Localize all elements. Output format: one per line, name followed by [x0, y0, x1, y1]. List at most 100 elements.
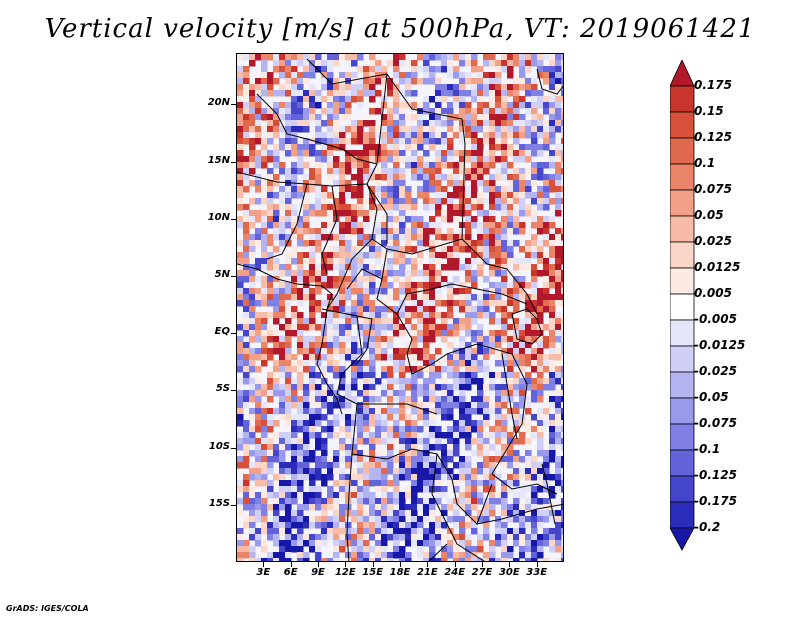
- field-cell: [237, 192, 244, 199]
- colorbar-box: [670, 397, 695, 425]
- field-cell: [267, 156, 274, 163]
- field-cell: [507, 228, 514, 235]
- field-cell: [387, 204, 394, 211]
- field-cell: [315, 300, 322, 307]
- field-cell: [387, 270, 394, 277]
- field-cell: [423, 168, 430, 175]
- field-cell: [351, 510, 358, 517]
- field-cell: [519, 264, 526, 271]
- field-cell: [261, 408, 268, 415]
- field-cell: [543, 282, 550, 289]
- field-cell: [387, 258, 394, 265]
- field-cell: [459, 396, 466, 403]
- field-cell: [483, 258, 490, 265]
- field-cell: [357, 204, 364, 211]
- field-cell: [519, 54, 526, 61]
- field-cell: [495, 306, 502, 313]
- field-cell: [495, 144, 502, 151]
- field-cell: [471, 306, 478, 313]
- field-cell: [501, 264, 508, 271]
- field-cell: [375, 420, 382, 427]
- field-cell: [267, 108, 274, 115]
- field-cell: [393, 216, 400, 223]
- field-cell: [555, 432, 562, 439]
- field-cell: [237, 126, 244, 133]
- field-cell: [279, 450, 286, 457]
- field-cell: [549, 474, 556, 481]
- field-cell: [375, 222, 382, 229]
- field-cell: [429, 480, 436, 487]
- field-cell: [351, 288, 358, 295]
- field-cell: [303, 360, 310, 367]
- field-cell: [327, 354, 334, 361]
- field-cell: [279, 60, 286, 67]
- field-cell: [435, 498, 442, 505]
- field-cell: [393, 192, 400, 199]
- field-cell: [501, 438, 508, 445]
- field-cell: [537, 342, 544, 349]
- field-cell: [423, 162, 430, 169]
- field-cell: [345, 426, 352, 433]
- field-cell: [549, 276, 556, 283]
- field-cell: [369, 138, 376, 145]
- field-cell: [483, 450, 490, 457]
- field-cell: [495, 222, 502, 229]
- field-cell: [447, 258, 454, 265]
- field-cell: [525, 420, 532, 427]
- field-cell: [291, 306, 298, 313]
- field-cell: [423, 120, 430, 127]
- field-cell: [513, 336, 520, 343]
- field-cell: [303, 498, 310, 505]
- field-cell: [393, 144, 400, 151]
- colorbar-lower-arrow: [670, 527, 695, 551]
- field-cell: [321, 66, 328, 73]
- field-cell: [399, 492, 406, 499]
- field-cell: [465, 258, 472, 265]
- field-cell: [237, 414, 244, 421]
- field-cell: [417, 474, 424, 481]
- field-cell: [381, 498, 388, 505]
- lon-tick-label: 6E: [283, 567, 298, 578]
- field-cell: [399, 246, 406, 253]
- field-cell: [393, 540, 400, 547]
- colorbar-box: [670, 85, 695, 113]
- field-cell: [237, 252, 244, 259]
- field-cell: [339, 144, 346, 151]
- field-cell: [411, 132, 418, 139]
- field-cell: [315, 162, 322, 169]
- field-cell: [351, 282, 358, 289]
- field-cell: [489, 264, 496, 271]
- field-cell: [537, 468, 544, 475]
- field-cell: [417, 306, 424, 313]
- field-cell: [363, 288, 370, 295]
- field-cell: [405, 258, 412, 265]
- field-cell: [435, 330, 442, 337]
- field-cell: [363, 492, 370, 499]
- field-cell: [399, 258, 406, 265]
- field-cell: [279, 114, 286, 121]
- field-cell: [405, 114, 412, 121]
- field-cell: [435, 228, 442, 235]
- field-cell: [447, 282, 454, 289]
- field-cell: [549, 246, 556, 253]
- lon-tick-label: 21E: [416, 567, 438, 578]
- field-cell: [543, 558, 550, 561]
- field-cell: [345, 390, 352, 397]
- field-cell: [501, 144, 508, 151]
- field-cell: [423, 516, 430, 523]
- field-cell: [387, 90, 394, 97]
- field-cell: [267, 180, 274, 187]
- field-cell: [513, 186, 520, 193]
- field-cell: [537, 450, 544, 457]
- field-cell: [387, 510, 394, 517]
- field-cell: [393, 228, 400, 235]
- field-cell: [309, 276, 316, 283]
- field-cell: [345, 444, 352, 451]
- field-cell: [363, 468, 370, 475]
- field-cell: [399, 546, 406, 553]
- field-cell: [447, 468, 454, 475]
- colorbar-label: -0.2: [694, 520, 721, 534]
- field-cell: [237, 342, 244, 349]
- field-cell: [483, 216, 490, 223]
- field-cell: [333, 546, 340, 553]
